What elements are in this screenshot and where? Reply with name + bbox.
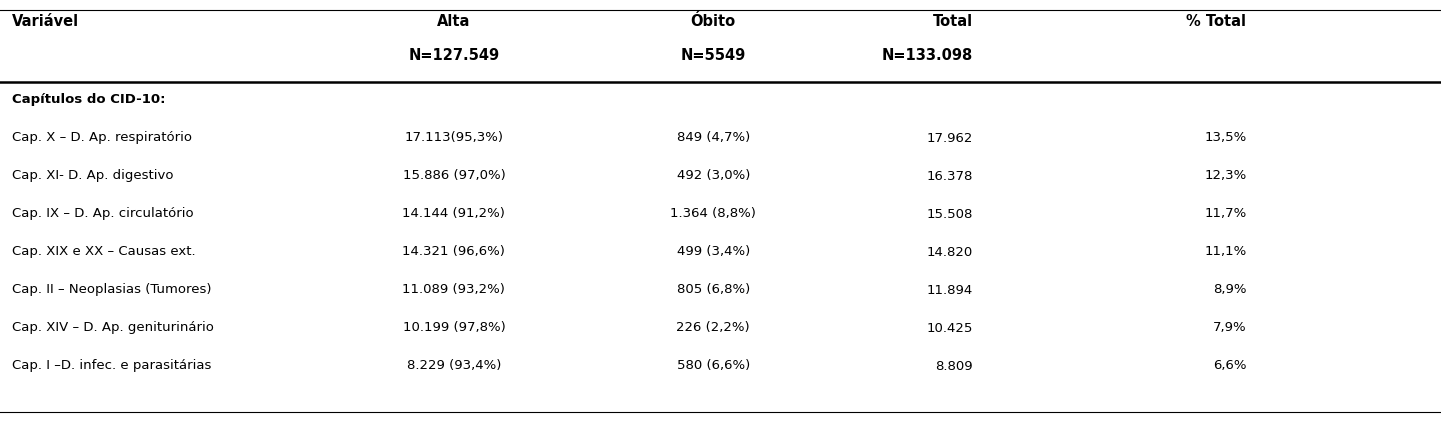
- Text: Variável: Variável: [12, 14, 79, 29]
- Text: 17.113(95,3%): 17.113(95,3%): [405, 131, 503, 144]
- Text: 226 (2,2%): 226 (2,2%): [676, 322, 751, 335]
- Text: % Total: % Total: [1186, 14, 1246, 29]
- Text: Cap. XI- D. Ap. digestivo: Cap. XI- D. Ap. digestivo: [12, 170, 173, 182]
- Text: 6,6%: 6,6%: [1213, 360, 1246, 373]
- Text: 14.144 (91,2%): 14.144 (91,2%): [402, 208, 506, 221]
- Text: 580 (6,6%): 580 (6,6%): [677, 360, 749, 373]
- Text: 14.321 (96,6%): 14.321 (96,6%): [402, 245, 506, 258]
- Text: N=5549: N=5549: [680, 48, 746, 64]
- Text: 11,1%: 11,1%: [1205, 245, 1246, 258]
- Text: 15.886 (97,0%): 15.886 (97,0%): [402, 170, 506, 182]
- Text: Total: Total: [932, 14, 973, 29]
- Text: 14.820: 14.820: [927, 245, 973, 258]
- Text: 17.962: 17.962: [927, 131, 973, 144]
- Text: 7,9%: 7,9%: [1213, 322, 1246, 335]
- Text: 13,5%: 13,5%: [1205, 131, 1246, 144]
- Text: Cap. XIX e XX – Causas ext.: Cap. XIX e XX – Causas ext.: [12, 245, 195, 258]
- Text: 15.508: 15.508: [927, 208, 973, 221]
- Text: Cap. II – Neoplasias (Tumores): Cap. II – Neoplasias (Tumores): [12, 283, 210, 296]
- Text: Cap. IX – D. Ap. circulatório: Cap. IX – D. Ap. circulatório: [12, 208, 193, 221]
- Text: Cap. I –D. infec. e parasitárias: Cap. I –D. infec. e parasitárias: [12, 360, 210, 373]
- Text: Cap. X – D. Ap. respiratório: Cap. X – D. Ap. respiratório: [12, 131, 192, 144]
- Text: Óbito: Óbito: [690, 14, 736, 29]
- Text: 849 (4,7%): 849 (4,7%): [677, 131, 749, 144]
- Text: 16.378: 16.378: [927, 170, 973, 182]
- Text: 11,7%: 11,7%: [1205, 208, 1246, 221]
- Text: 10.199 (97,8%): 10.199 (97,8%): [402, 322, 506, 335]
- Text: N=133.098: N=133.098: [882, 48, 973, 64]
- Text: N=127.549: N=127.549: [408, 48, 500, 64]
- Text: 805 (6,8%): 805 (6,8%): [677, 283, 749, 296]
- Text: Capítulos do CID-10:: Capítulos do CID-10:: [12, 93, 166, 107]
- Text: 8,9%: 8,9%: [1213, 283, 1246, 296]
- Text: 12,3%: 12,3%: [1205, 170, 1246, 182]
- Text: 499 (3,4%): 499 (3,4%): [677, 245, 749, 258]
- Text: 492 (3,0%): 492 (3,0%): [677, 170, 749, 182]
- Text: 11.089 (93,2%): 11.089 (93,2%): [402, 283, 506, 296]
- Text: 8.809: 8.809: [935, 360, 973, 373]
- Text: Alta: Alta: [437, 14, 471, 29]
- Text: Cap. XIV – D. Ap. geniturinário: Cap. XIV – D. Ap. geniturinário: [12, 322, 213, 335]
- Text: 10.425: 10.425: [927, 322, 973, 335]
- Text: 8.229 (93,4%): 8.229 (93,4%): [406, 360, 501, 373]
- Text: 11.894: 11.894: [927, 283, 973, 296]
- Text: 1.364 (8,8%): 1.364 (8,8%): [670, 208, 757, 221]
